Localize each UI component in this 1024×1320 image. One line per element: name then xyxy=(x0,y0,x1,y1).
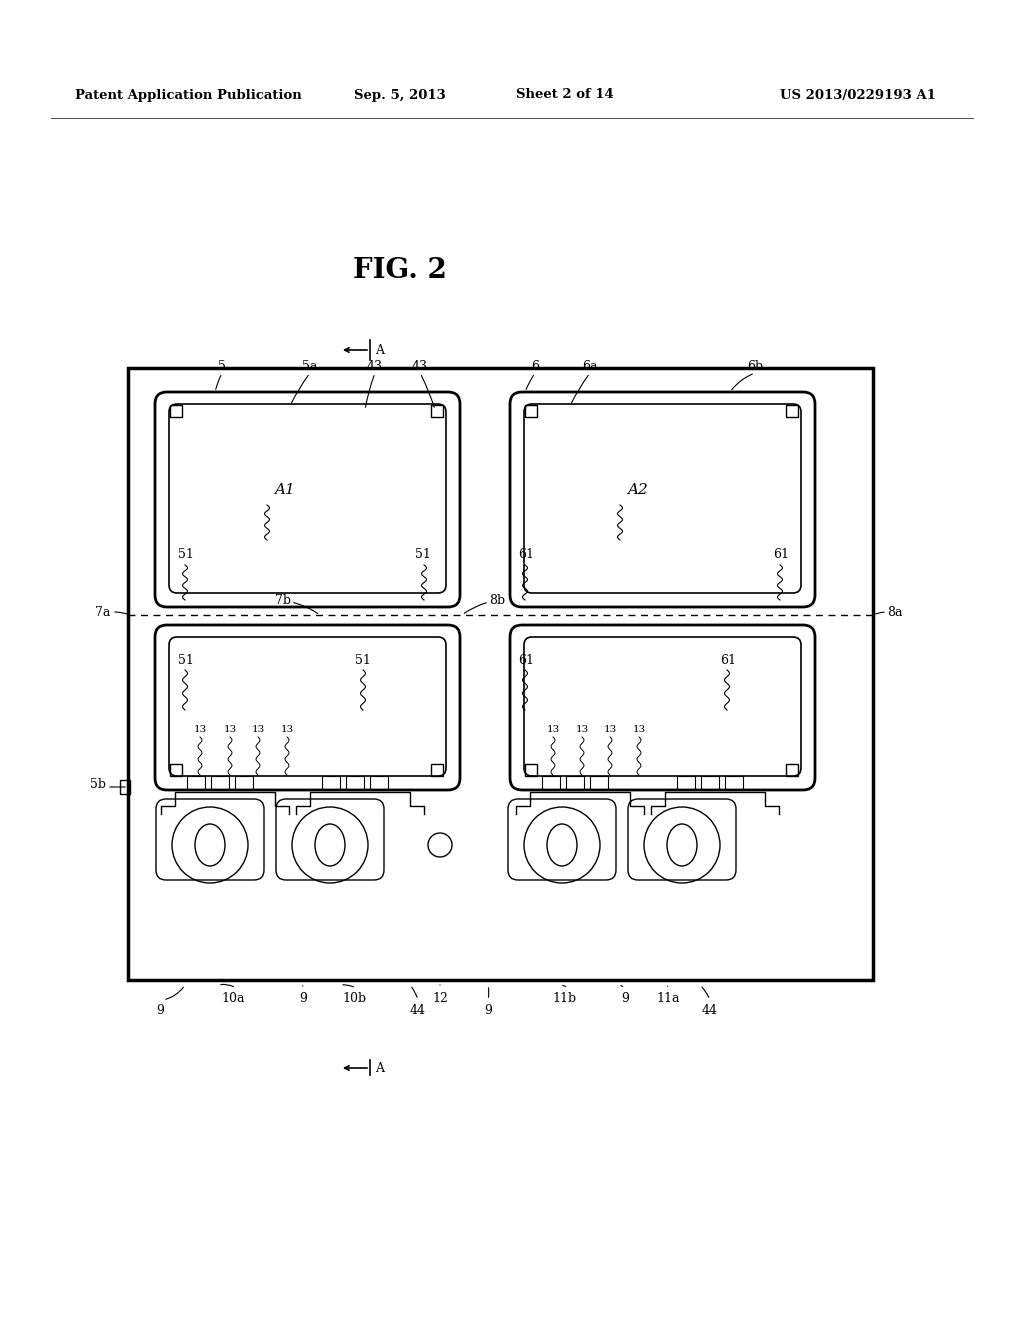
Text: 9: 9 xyxy=(156,1003,164,1016)
Text: A2: A2 xyxy=(628,483,648,498)
Bar xyxy=(525,405,537,417)
Bar xyxy=(211,776,229,789)
Text: 13: 13 xyxy=(633,726,645,734)
Text: 51: 51 xyxy=(415,549,431,561)
Text: 10a: 10a xyxy=(221,991,245,1005)
Bar xyxy=(677,776,695,789)
Text: 13: 13 xyxy=(194,726,207,734)
Bar xyxy=(120,780,130,795)
Bar xyxy=(525,764,537,776)
Text: 8b: 8b xyxy=(488,594,505,606)
Text: 13: 13 xyxy=(281,726,294,734)
Text: 9: 9 xyxy=(484,1003,492,1016)
Bar xyxy=(370,776,388,789)
Text: 7b: 7b xyxy=(275,594,291,606)
Bar xyxy=(187,776,205,789)
Text: 61: 61 xyxy=(518,653,534,667)
Text: 5b: 5b xyxy=(90,779,106,792)
Bar xyxy=(566,776,584,789)
Text: 43: 43 xyxy=(367,360,383,374)
Bar xyxy=(346,776,364,789)
Bar xyxy=(786,764,798,776)
Bar xyxy=(701,776,719,789)
Bar xyxy=(431,764,443,776)
Text: 61: 61 xyxy=(773,549,790,561)
Text: 51: 51 xyxy=(178,549,194,561)
Text: A: A xyxy=(375,343,384,356)
Text: 13: 13 xyxy=(603,726,616,734)
Text: 44: 44 xyxy=(702,1003,718,1016)
Text: 9: 9 xyxy=(622,991,629,1005)
Bar xyxy=(170,405,182,417)
Text: 13: 13 xyxy=(251,726,264,734)
Bar xyxy=(128,368,873,979)
Bar xyxy=(725,776,743,789)
Text: 8a: 8a xyxy=(887,606,903,619)
Text: 51: 51 xyxy=(355,653,371,667)
Bar xyxy=(322,776,340,789)
Text: 5: 5 xyxy=(218,360,226,374)
Bar xyxy=(542,776,560,789)
Text: 6a: 6a xyxy=(583,360,598,374)
Text: 13: 13 xyxy=(575,726,589,734)
Text: 11b: 11b xyxy=(553,991,578,1005)
Bar xyxy=(234,776,253,789)
Text: 61: 61 xyxy=(518,549,534,561)
Bar xyxy=(590,776,608,789)
Text: 6: 6 xyxy=(531,360,539,374)
Text: 13: 13 xyxy=(223,726,237,734)
Bar xyxy=(170,764,182,776)
Text: FIG. 2: FIG. 2 xyxy=(353,256,446,284)
Text: 61: 61 xyxy=(720,653,736,667)
Text: 12: 12 xyxy=(432,991,447,1005)
Text: Sheet 2 of 14: Sheet 2 of 14 xyxy=(516,88,613,102)
Bar xyxy=(786,405,798,417)
Text: 13: 13 xyxy=(547,726,560,734)
Text: A: A xyxy=(375,1061,384,1074)
Text: Patent Application Publication: Patent Application Publication xyxy=(75,88,302,102)
Text: 6b: 6b xyxy=(746,360,763,374)
Text: Sep. 5, 2013: Sep. 5, 2013 xyxy=(354,88,445,102)
Bar xyxy=(431,405,443,417)
Text: 9: 9 xyxy=(299,991,307,1005)
Text: 5a: 5a xyxy=(302,360,317,374)
Text: 44: 44 xyxy=(410,1003,426,1016)
Text: 10b: 10b xyxy=(343,991,367,1005)
Text: A1: A1 xyxy=(274,483,295,498)
Text: 43: 43 xyxy=(412,360,428,374)
Text: 51: 51 xyxy=(178,653,194,667)
Text: 11a: 11a xyxy=(656,991,680,1005)
Text: US 2013/0229193 A1: US 2013/0229193 A1 xyxy=(780,88,936,102)
Text: 7a: 7a xyxy=(95,606,111,619)
